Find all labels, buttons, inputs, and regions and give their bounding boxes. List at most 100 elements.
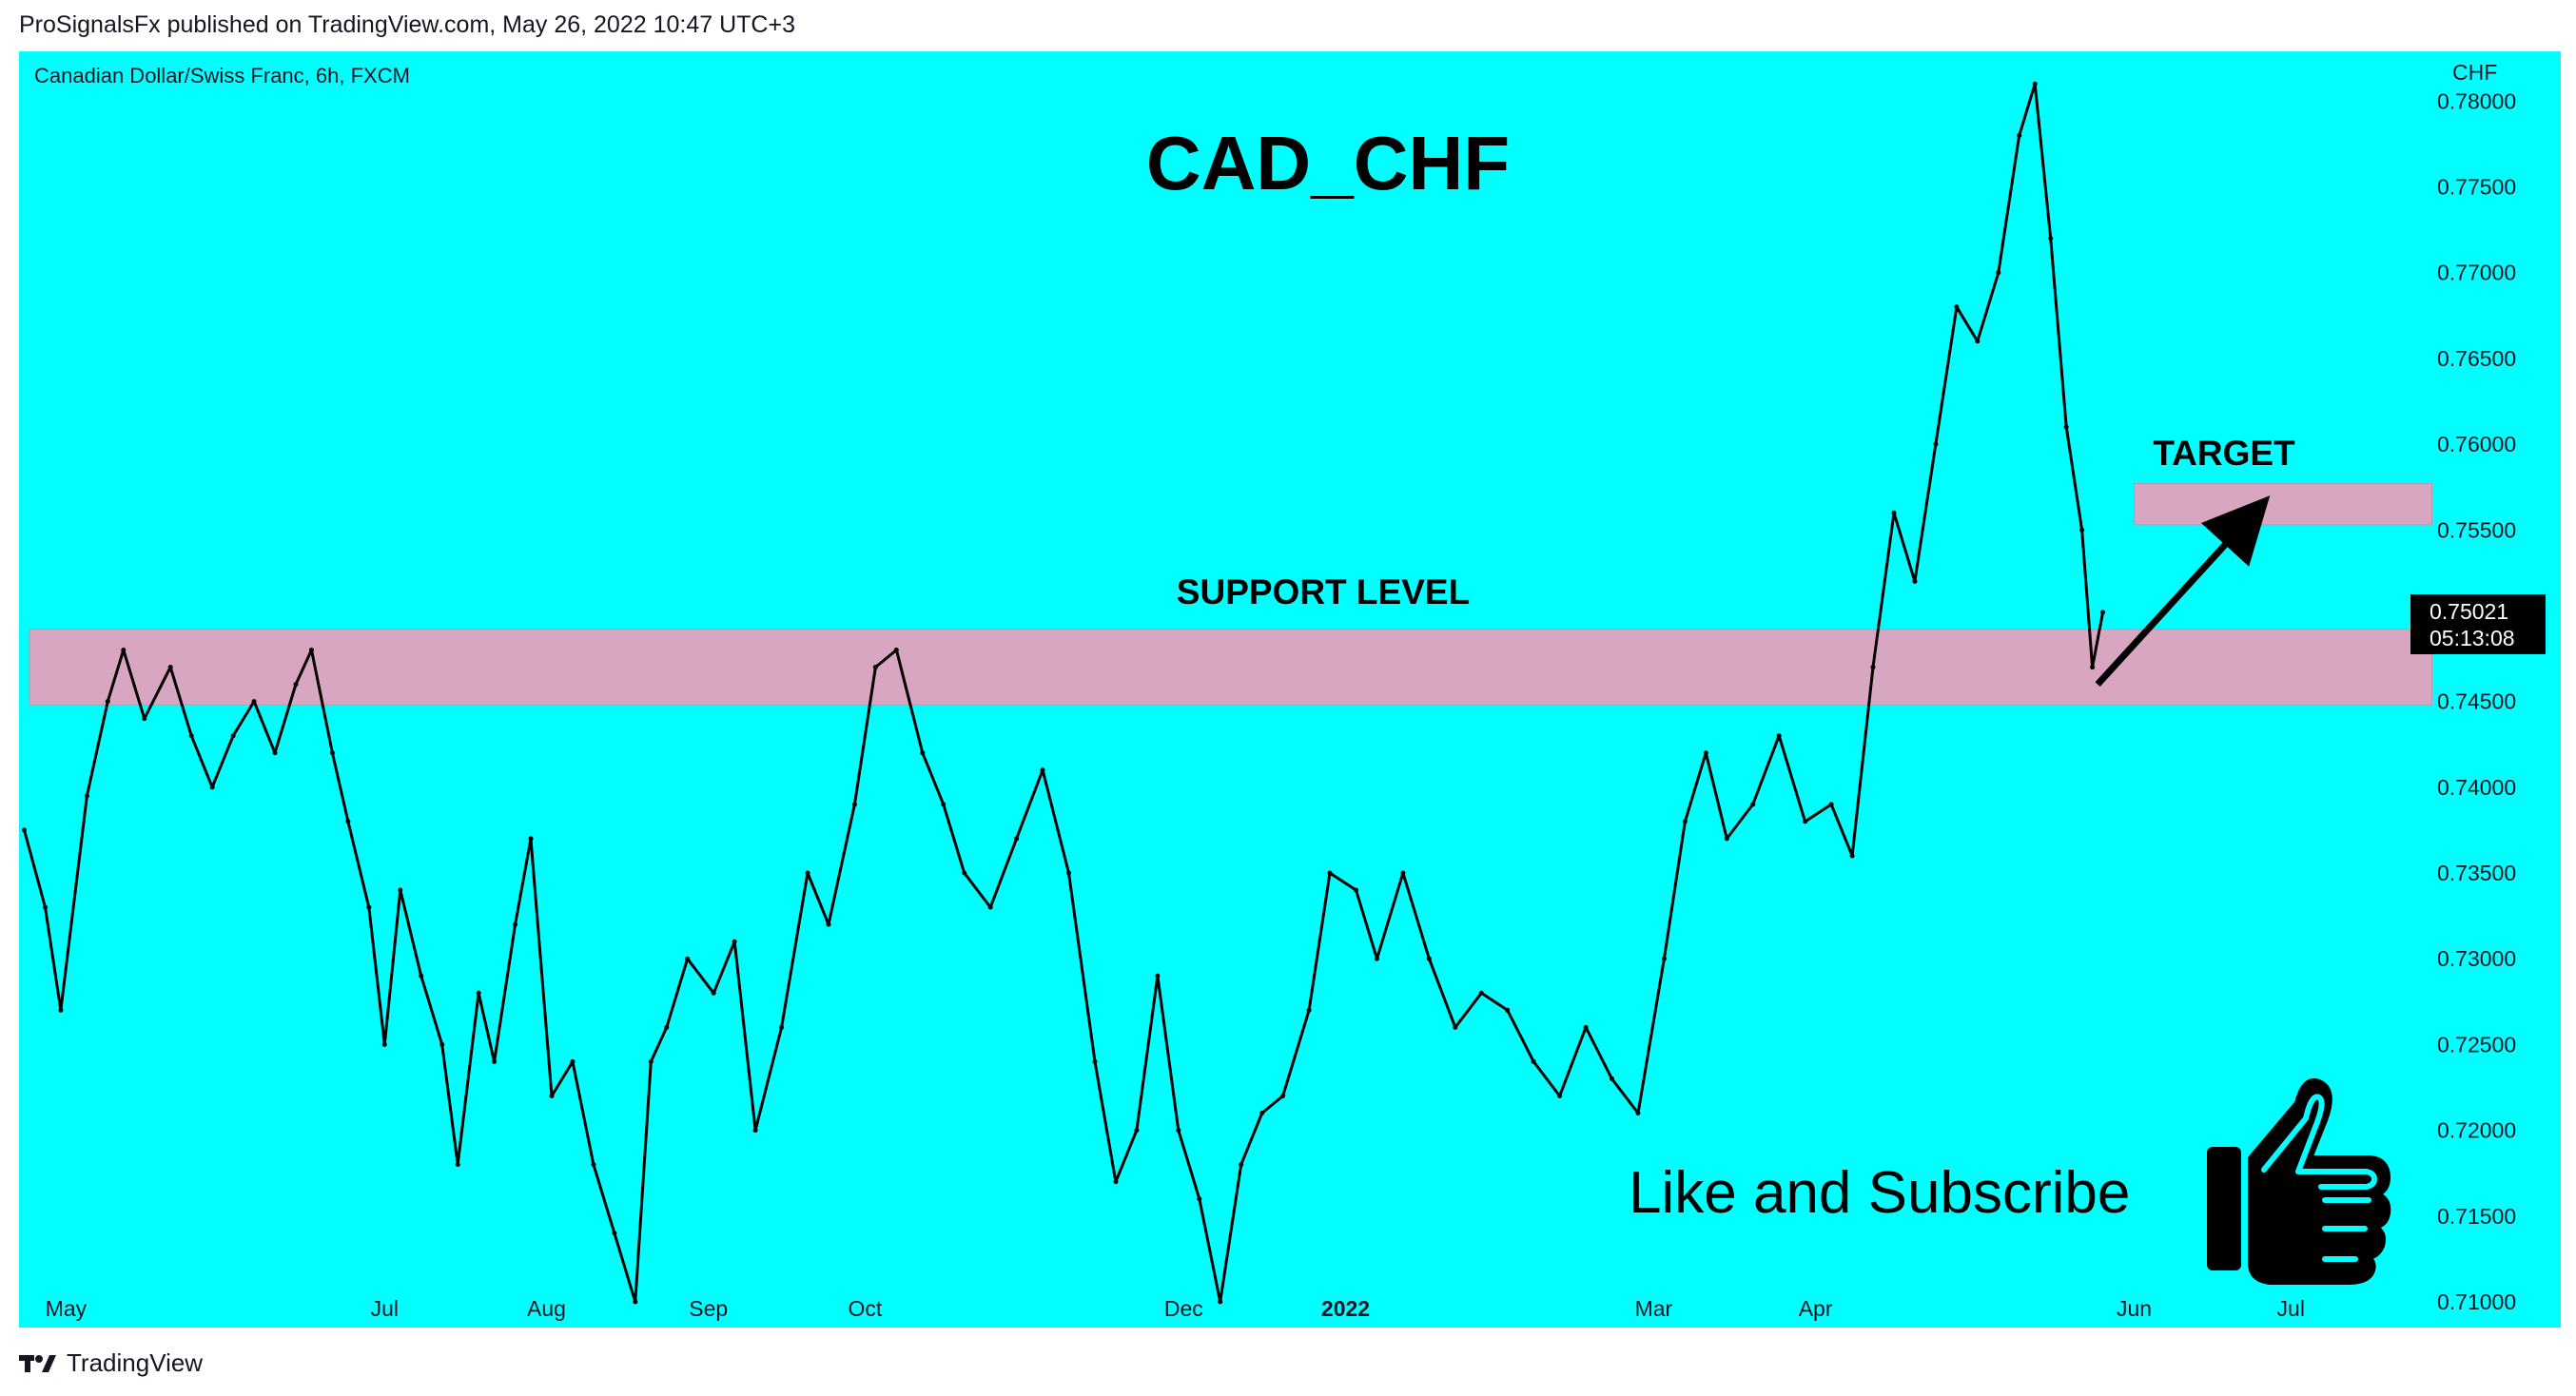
y-tick-label: 0.75500 (2437, 517, 2516, 542)
y-tick-label: 0.71500 (2437, 1204, 2516, 1229)
price-point (987, 904, 993, 910)
price-point (1426, 956, 1432, 961)
y-tick-label: 0.78000 (2437, 88, 2516, 113)
price-point (732, 939, 737, 944)
price-point (1912, 578, 1918, 584)
x-tick-label: Jul (2277, 1296, 2305, 1321)
price-point (1557, 1093, 1563, 1098)
x-tick-label: Oct (849, 1296, 883, 1321)
price-point (84, 793, 89, 799)
price-point (2079, 527, 2085, 533)
y-tick-label: 0.72000 (2437, 1118, 2516, 1143)
price-point (329, 750, 335, 756)
price-point (2017, 132, 2022, 138)
x-tick-label: Dec (1164, 1296, 1203, 1321)
target-label: TARGET (2153, 434, 2295, 473)
price-point (1113, 1179, 1119, 1185)
price-point (21, 827, 27, 833)
publisher-line: ProSignalsFx published on TradingView.co… (19, 11, 795, 38)
price-chart[interactable]: 0.78000 0.77500 0.77000 0.76500 0.76000 0.755… (19, 51, 2561, 1328)
y-tick-label: 0.73500 (2437, 861, 2516, 885)
price-point (293, 682, 299, 688)
price-point (851, 802, 857, 807)
price-point (779, 1024, 785, 1030)
price-point (752, 1128, 758, 1134)
price-point (1197, 1196, 1202, 1202)
tradingview-logo-icon (19, 1354, 56, 1372)
chart-title: CAD_CHF (1146, 121, 1510, 205)
price-point (1176, 1128, 1181, 1134)
price-point (711, 990, 716, 996)
price-point (230, 733, 236, 739)
price-point (58, 1007, 64, 1013)
price-point (2048, 236, 2054, 242)
y-tick-label: 0.71000 (2437, 1289, 2516, 1314)
last-price-value: 0.75021 (2430, 599, 2508, 624)
price-point (1975, 339, 1981, 344)
price-point (1040, 767, 1045, 773)
tradingview-footer[interactable]: TradingView (19, 1348, 203, 1378)
price-point (1239, 1162, 1244, 1168)
price-point (1933, 441, 1939, 447)
price-point (1218, 1299, 1223, 1305)
price-point (570, 1058, 576, 1064)
x-tick-label: May (46, 1296, 88, 1321)
symbol-label: Canadian Dollar/Swiss Franc, 6h, FXCM (34, 64, 410, 87)
price-point (2032, 81, 2038, 87)
price-point (920, 750, 926, 756)
price-point (962, 870, 967, 876)
price-point (1954, 304, 1960, 310)
price-point (1505, 1007, 1511, 1013)
price-point (1776, 733, 1782, 739)
price-point (1259, 1111, 1265, 1116)
price-point (455, 1162, 460, 1168)
x-tick-label: Mar (1635, 1296, 1673, 1321)
y-tick-label: 0.72500 (2437, 1032, 2516, 1057)
price-point (633, 1299, 638, 1305)
price-point (513, 921, 518, 927)
price-point (1661, 956, 1667, 961)
price-point (167, 665, 173, 670)
price-point (398, 887, 403, 893)
price-point (1750, 802, 1756, 807)
y-tick-label: 0.77000 (2437, 261, 2516, 285)
price-point (1327, 870, 1333, 876)
currency-label: CHF (2452, 60, 2497, 85)
price-point (381, 1041, 387, 1047)
price-point (1134, 1128, 1140, 1134)
x-tick-label: Apr (1799, 1296, 1833, 1321)
price-point (1803, 819, 1808, 824)
bar-countdown: 05:13:08 (2430, 626, 2515, 650)
x-tick-label: Jul (371, 1296, 399, 1321)
price-point (476, 990, 481, 996)
price-point (439, 1041, 445, 1047)
price-point (1066, 870, 1072, 876)
y-tick-label: 0.74000 (2437, 775, 2516, 800)
thumbs-up-icon (2207, 1078, 2391, 1285)
x-tick-label: Sep (689, 1296, 728, 1321)
price-point (1306, 1007, 1312, 1013)
price-point (872, 665, 878, 670)
x-tick-label: Aug (527, 1296, 566, 1321)
price-point (1453, 1024, 1458, 1030)
price-point (1155, 973, 1161, 979)
price-point (1849, 853, 1855, 859)
price-point (1400, 870, 1406, 876)
price-point (1635, 1111, 1641, 1116)
support-level-label: SUPPORT LEVEL (1177, 572, 1470, 611)
price-point (492, 1058, 498, 1064)
price-point (209, 785, 215, 790)
price-point (1682, 819, 1688, 824)
price-point (2090, 665, 2096, 670)
y-tick-label: 0.73000 (2437, 946, 2516, 971)
last-price-tag (2410, 594, 2546, 654)
price-point (1870, 665, 1876, 670)
price-point (1724, 836, 1729, 842)
y-tick-label: 0.76000 (2437, 432, 2516, 456)
tradingview-brand: TradingView (67, 1348, 204, 1377)
price-point (1891, 510, 1897, 515)
price-point (188, 733, 194, 739)
price-point (1583, 1024, 1589, 1030)
y-tick-label: 0.74500 (2437, 689, 2516, 714)
price-point (142, 716, 147, 722)
